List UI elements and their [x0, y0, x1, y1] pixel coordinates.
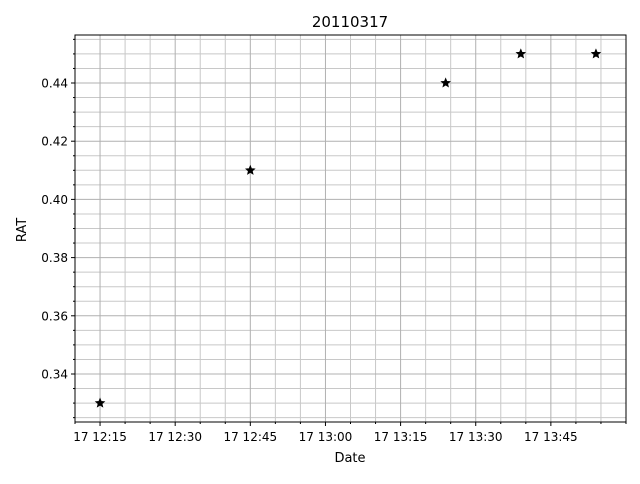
data-point-star — [590, 48, 602, 59]
data-points — [94, 48, 602, 408]
data-point-star — [245, 164, 256, 175]
y-tick-label: 0.42 — [41, 135, 68, 149]
y-tick-label: 0.34 — [41, 367, 68, 381]
y-tick-label: 0.36 — [41, 309, 68, 323]
chart-title: 20110317 — [312, 13, 388, 31]
x-axis-label: Date — [334, 451, 365, 466]
axis-tick-labels: 17 12:15 17 12:30 17 12:45 17 13:00 17 13:15… — [41, 77, 577, 444]
y-axis-label: RAT — [15, 218, 30, 242]
x-tick-label: 17 12:30 — [148, 430, 202, 444]
x-tick-label: 17 13:45 — [524, 430, 578, 444]
plot-frame — [74, 34, 627, 423]
x-tick-label: 17 13:30 — [449, 430, 503, 444]
x-tick-label: 17 12:15 — [73, 430, 127, 444]
x-tick-label: 17 13:15 — [374, 430, 428, 444]
y-tick-label: 0.38 — [41, 251, 68, 265]
major-grid — [75, 35, 626, 422]
minor-grid — [74, 35, 627, 422]
y-tick-label: 0.40 — [41, 193, 68, 207]
y-tick-label: 0.44 — [41, 77, 68, 91]
x-tick-label: 17 12:45 — [223, 430, 277, 444]
data-point-star — [515, 48, 527, 59]
x-tick-label: 17 13:00 — [299, 430, 353, 444]
data-point-star — [440, 77, 451, 88]
data-point-star — [94, 397, 106, 408]
